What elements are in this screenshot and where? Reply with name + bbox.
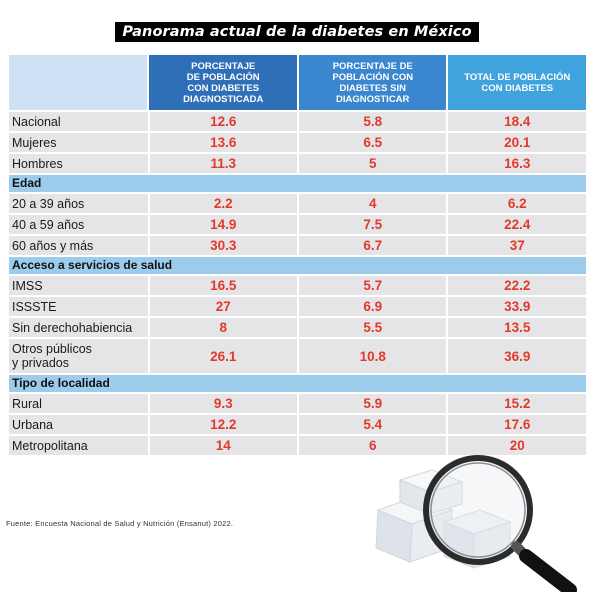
- value-diagnosed: 13.6: [149, 133, 297, 152]
- value-undiagnosed: 6: [299, 436, 447, 455]
- table-row: Mujeres 13.6 6.5 20.1: [9, 133, 586, 152]
- header-diagnosed: PORCENTAJE DE POBLACIÓN CON DIABETES DIA…: [149, 55, 297, 110]
- value-undiagnosed: 5.5: [299, 318, 447, 337]
- value-diagnosed: 8: [149, 318, 297, 337]
- row-label: Urbana: [9, 415, 148, 434]
- value-diagnosed: 9.3: [149, 394, 297, 413]
- value-undiagnosed: 6.5: [299, 133, 447, 152]
- value-total: 22.2: [448, 276, 586, 295]
- value-undiagnosed: 6.9: [299, 297, 447, 316]
- value-total: 22.4: [448, 215, 586, 234]
- value-undiagnosed: 5.8: [299, 112, 447, 131]
- value-diagnosed: 26.1: [149, 339, 297, 373]
- table-row: 60 años y más 30.3 6.7 37: [9, 236, 586, 255]
- section-header-label: Acceso a servicios de salud: [12, 258, 173, 272]
- table-row: Rural 9.3 5.9 15.2: [9, 394, 586, 413]
- value-total: 20.1: [448, 133, 586, 152]
- value-diagnosed: 2.2: [149, 194, 297, 213]
- row-label: Otros públicos y privados: [9, 339, 148, 373]
- value-total: 6.2: [448, 194, 586, 213]
- value-total: 15.2: [448, 394, 586, 413]
- value-undiagnosed: 5.7: [299, 276, 447, 295]
- value-total: 16.3: [448, 154, 586, 173]
- value-undiagnosed: 7.5: [299, 215, 447, 234]
- row-label: Rural: [9, 394, 148, 413]
- header-undiagnosed: PORCENTAJE DE POBLACIÓN CON DIABETES SIN…: [298, 55, 447, 110]
- table-row: Hombres 11.3 5 16.3: [9, 154, 586, 173]
- value-diagnosed: 14: [149, 436, 297, 455]
- header-total: TOTAL DE POBLACIÓN CON DIABETES: [448, 55, 587, 110]
- table-row: Metropolitana 14 6 20: [9, 436, 586, 455]
- title-wrapper: Panorama actual de la diabetes en México: [0, 22, 594, 42]
- value-total: 36.9: [448, 339, 586, 373]
- source-note: Fuente: Encuesta Nacional de Salud y Nut…: [6, 519, 234, 528]
- row-label: ISSSTE: [9, 297, 148, 316]
- value-undiagnosed: 6.7: [299, 236, 447, 255]
- row-label: 60 años y más: [9, 236, 148, 255]
- table-row: Urbana 12.2 5.4 17.6: [9, 415, 586, 434]
- value-total: 13.5: [448, 318, 586, 337]
- row-label: IMSS: [9, 276, 148, 295]
- row-label: Mujeres: [9, 133, 148, 152]
- section-header-label: Edad: [12, 176, 42, 190]
- section-header-row: Tipo de localidad: [9, 375, 586, 392]
- value-diagnosed: 27: [149, 297, 297, 316]
- value-total: 17.6: [448, 415, 586, 434]
- row-label: Nacional: [9, 112, 148, 131]
- page-title: Panorama actual de la diabetes en México: [115, 22, 479, 42]
- value-diagnosed: 11.3: [149, 154, 297, 173]
- table-row: ISSSTE 27 6.9 33.9: [9, 297, 586, 316]
- value-diagnosed: 14.9: [149, 215, 297, 234]
- row-label: Hombres: [9, 154, 148, 173]
- value-diagnosed: 16.5: [149, 276, 297, 295]
- value-undiagnosed: 10.8: [299, 339, 447, 373]
- table-header-row: PORCENTAJE DE POBLACIÓN CON DIABETES DIA…: [9, 55, 587, 110]
- diabetes-table: PORCENTAJE DE POBLACIÓN CON DIABETES DIA…: [9, 55, 587, 457]
- table-row: 20 a 39 años 2.2 4 6.2: [9, 194, 586, 213]
- row-label: 20 a 39 años: [9, 194, 148, 213]
- value-undiagnosed: 5.9: [299, 394, 447, 413]
- value-undiagnosed: 4: [299, 194, 447, 213]
- value-undiagnosed: 5: [299, 154, 447, 173]
- table-row: Sin derechohabiencia 8 5.5 13.5: [9, 318, 586, 337]
- value-total: 37: [448, 236, 586, 255]
- table-row: Otros públicos y privados 26.1 10.8 36.9: [9, 339, 586, 373]
- value-diagnosed: 30.3: [149, 236, 297, 255]
- section-header-label: Tipo de localidad: [12, 376, 110, 390]
- value-total: 33.9: [448, 297, 586, 316]
- table-body: Nacional 12.6 5.8 18.4 Mujeres 13.6 6.5 20.1 Hom…: [9, 112, 586, 455]
- row-label: Sin derechohabiencia: [9, 318, 148, 337]
- value-diagnosed: 12.2: [149, 415, 297, 434]
- table-row: 40 a 59 años 14.9 7.5 22.4: [9, 215, 586, 234]
- row-label: 40 a 59 años: [9, 215, 148, 234]
- magnifying-glass-icon: [423, 455, 577, 592]
- value-undiagnosed: 5.4: [299, 415, 447, 434]
- sugar-magnifier-illustration: [375, 455, 577, 592]
- section-header-row: Acceso a servicios de salud: [9, 257, 586, 274]
- value-total: 20: [448, 436, 586, 455]
- table-row: IMSS 16.5 5.7 22.2: [9, 276, 586, 295]
- row-label: Metropolitana: [9, 436, 148, 455]
- value-total: 18.4: [448, 112, 586, 131]
- value-diagnosed: 12.6: [149, 112, 297, 131]
- section-header-row: Edad: [9, 175, 586, 192]
- table-row: Nacional 12.6 5.8 18.4: [9, 112, 586, 131]
- header-label-cell: [9, 55, 148, 110]
